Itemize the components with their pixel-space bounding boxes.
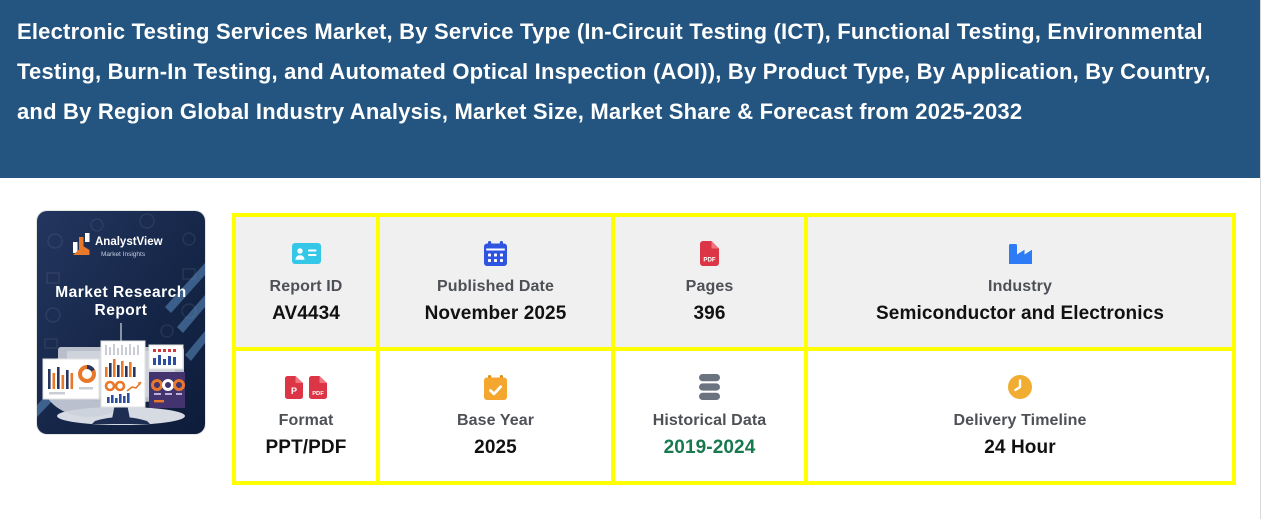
info-cell-format: P PDF Format PPT/PDF: [234, 349, 378, 483]
info-cell-pages: PDF Pages 396: [613, 215, 806, 349]
info-value: 24 Hour: [984, 437, 1056, 458]
svg-text:PDF: PDF: [703, 256, 716, 263]
cover-title-line2: Report: [95, 302, 148, 319]
info-value: 2019-2024: [663, 437, 756, 458]
brand-tagline: Market Insights: [101, 251, 146, 258]
calendar-icon: [484, 239, 507, 267]
info-cell-base-year: Base Year 2025: [378, 349, 613, 483]
info-label: Delivery Timeline: [953, 412, 1087, 429]
brand-logo: AnalystView Market Insights: [73, 233, 163, 258]
svg-text:PDF: PDF: [312, 391, 324, 397]
factory-icon: [1008, 239, 1033, 267]
report-cover-image: AnalystView Market Insights Market Resea…: [37, 211, 205, 434]
monitor-illustration: [42, 340, 185, 425]
info-label: Published Date: [437, 278, 554, 295]
cover-title-line1: Market Research: [55, 284, 187, 301]
info-cell-report-id: Report ID AV4434: [234, 215, 378, 349]
page-title: Electronic Testing Services Market, By S…: [17, 19, 1211, 124]
main-content: AnalystView Market Insights Market Resea…: [0, 211, 1260, 485]
info-label: Base Year: [456, 412, 535, 429]
info-value: PPT/PDF: [265, 437, 347, 458]
pdf-file-icon: PDF: [700, 239, 719, 267]
info-label: Pages: [685, 278, 734, 295]
report-info-table: Report ID AV4434: [232, 213, 1236, 485]
info-cell-historical-data: Historical Data 2019-2024: [613, 349, 806, 483]
ppt-pdf-file-icons: P PDF: [285, 373, 327, 401]
info-cell-delivery-timeline: Delivery Timeline 24 Hour: [806, 349, 1234, 483]
database-icon: [699, 373, 720, 401]
info-label: Report ID: [269, 278, 343, 295]
report-cover-illustration: AnalystView Market Insights Market Resea…: [37, 211, 205, 434]
brand-name: AnalystView: [95, 236, 163, 248]
info-cell-published-date: Published Date November 2025: [378, 215, 613, 349]
info-value: November 2025: [424, 303, 567, 324]
svg-text:P: P: [291, 386, 297, 396]
info-label: Format: [278, 412, 334, 429]
info-value: AV4434: [272, 303, 340, 324]
header-banner: Electronic Testing Services Market, By S…: [0, 0, 1260, 178]
info-label: Historical Data: [652, 412, 767, 429]
info-value: 2025: [474, 437, 517, 458]
info-value: Semiconductor and Electronics: [876, 303, 1164, 324]
id-card-icon: [291, 239, 321, 267]
clock-icon: [1008, 373, 1032, 401]
info-label: Industry: [988, 278, 1052, 295]
calendar-check-icon: [484, 373, 507, 401]
info-cell-industry: Industry Semiconductor and Electronics: [806, 215, 1234, 349]
info-value: 396: [693, 303, 726, 324]
